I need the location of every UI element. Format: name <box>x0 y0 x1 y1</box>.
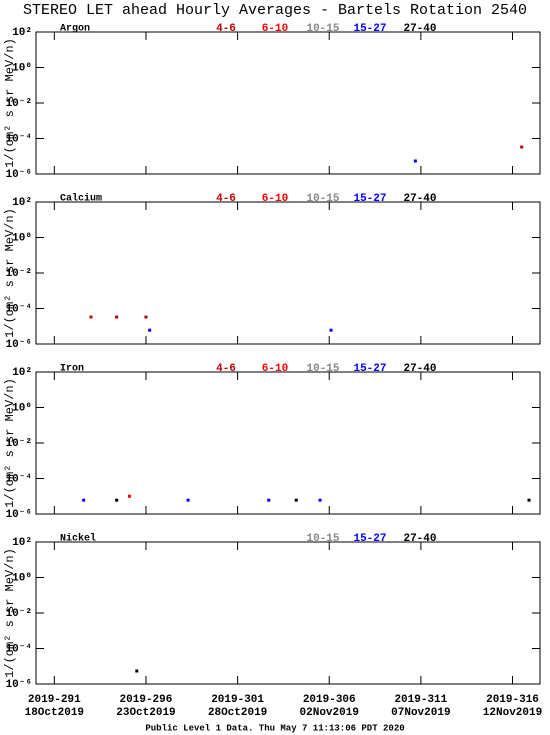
x-tick-date: 23Oct2019 <box>116 707 175 719</box>
data-point <box>413 159 417 163</box>
panel-title: Nickel <box>60 533 96 545</box>
y-tick-label: 10⁰ <box>12 232 32 244</box>
x-tick-label: 2019-301 <box>211 694 264 706</box>
data-point <box>527 498 531 502</box>
data-point <box>318 498 322 502</box>
y-tick-label: 10² <box>12 27 32 39</box>
legend-label: 27-40 <box>403 193 436 205</box>
x-tick-date: 02Nov2019 <box>300 707 359 719</box>
y-tick-label: 10⁻² <box>6 268 32 280</box>
y-tick-label: 10⁻⁶ <box>6 679 32 691</box>
data-point <box>135 669 139 673</box>
legend-label: 6-10 <box>262 363 288 375</box>
x-tick-date: 28Oct2019 <box>208 707 267 719</box>
data-point <box>127 494 131 498</box>
data-point <box>144 315 148 319</box>
data-point <box>115 315 119 319</box>
x-tick-label: 2019-306 <box>303 694 356 706</box>
legend-label: 6-10 <box>262 23 288 35</box>
y-tick-label: 10⁻⁴ <box>6 133 32 145</box>
panel-title: Argon <box>60 24 90 35</box>
x-tick-label: 2019-296 <box>120 694 173 706</box>
x-tick-label: 2019-291 <box>28 694 81 706</box>
legend-label: 27-40 <box>403 23 436 35</box>
y-axis-label: 1/(cm² s sr MeV/n) <box>3 208 17 338</box>
data-point <box>186 498 190 502</box>
y-axis-label: 1/(cm² s sr MeV/n) <box>3 378 17 508</box>
panel-title: Iron <box>60 364 84 375</box>
legend-label: 6-10 <box>262 193 288 205</box>
y-tick-label: 10² <box>12 367 32 379</box>
y-tick-label: 10⁻⁶ <box>6 169 32 181</box>
y-axis-label: 1/(cm² s sr MeV/n) <box>3 548 17 678</box>
x-tick-label: 2019-311 <box>394 694 447 706</box>
y-tick-label: 10⁻² <box>6 438 32 450</box>
y-tick-label: 10⁰ <box>12 402 32 414</box>
data-point <box>115 498 119 502</box>
legend-label: 15-27 <box>353 533 386 545</box>
footer: Public Level 1 Data. Thu May 7 11:13:06 … <box>145 723 404 733</box>
legend-label: 15-27 <box>353 23 386 35</box>
data-point <box>520 145 524 149</box>
legend-label: 27-40 <box>403 533 436 545</box>
legend-label: 10-15 <box>306 533 339 545</box>
legend-label: 4-6 <box>216 23 236 35</box>
x-tick-date: 18Oct2019 <box>25 707 84 719</box>
y-tick-label: 10⁻² <box>6 98 32 110</box>
y-tick-label: 10⁻² <box>6 608 32 620</box>
x-tick-date: 12Nov2019 <box>483 707 542 719</box>
panel-title: Calcium <box>60 193 102 205</box>
legend-label: 4-6 <box>216 363 236 375</box>
legend-label: 10-15 <box>306 193 339 205</box>
legend-label: 10-15 <box>306 23 339 35</box>
chart-title: STEREO LET ahead Hourly Averages - Barte… <box>23 2 527 19</box>
data-point <box>329 328 333 332</box>
y-tick-label: 10⁰ <box>12 572 32 584</box>
data-point <box>148 328 152 332</box>
legend-label: 15-27 <box>353 363 386 375</box>
x-tick-label: 2019-316 <box>486 694 539 706</box>
legend-label: 27-40 <box>403 363 436 375</box>
y-tick-label: 10⁻⁴ <box>6 643 32 655</box>
legend-label: 4-6 <box>216 193 236 205</box>
data-point <box>82 498 86 502</box>
y-tick-label: 10⁰ <box>12 62 32 74</box>
y-tick-label: 10⁻⁶ <box>6 339 32 351</box>
y-tick-label: 10⁻⁴ <box>6 473 32 485</box>
y-tick-label: 10² <box>12 197 32 209</box>
legend-label: 15-27 <box>353 193 386 205</box>
legend-label: 10-15 <box>306 363 339 375</box>
y-tick-label: 10⁻⁴ <box>6 303 32 315</box>
y-tick-label: 10⁻⁶ <box>6 509 32 521</box>
y-tick-label: 10² <box>12 537 32 549</box>
data-point <box>89 315 93 319</box>
data-point <box>294 498 298 502</box>
y-axis-label: 1/(cm² s sr MeV/n) <box>3 38 17 168</box>
data-point <box>267 498 271 502</box>
x-tick-date: 07Nov2019 <box>391 707 450 719</box>
